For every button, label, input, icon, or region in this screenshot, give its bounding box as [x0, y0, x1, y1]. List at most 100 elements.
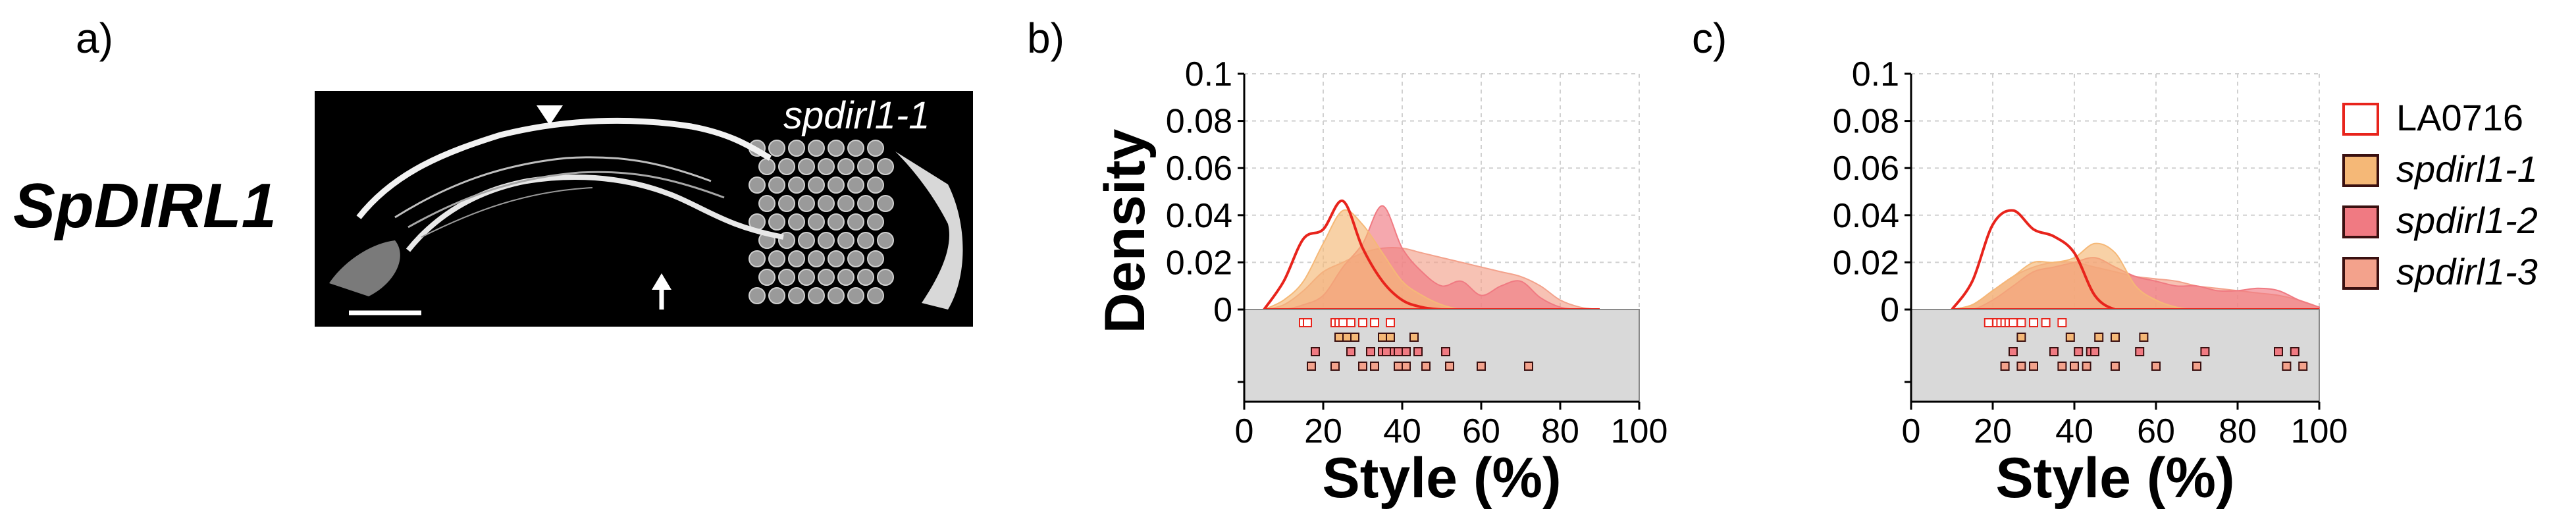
pollen-grain: [867, 250, 884, 267]
style-lower-edge: [406, 174, 784, 252]
pollen-grain: [768, 213, 785, 230]
rug-mark-spdirl1-3: [1370, 362, 1379, 371]
rug-mark-LA0716: [1346, 318, 1355, 327]
pollen-grain: [837, 269, 854, 286]
rug-mark-spdirl1-3: [1394, 362, 1403, 371]
pollen-grain: [768, 140, 785, 157]
y-tick-label: 0.06: [1833, 149, 1899, 188]
x-tick-label: 0: [1235, 412, 1254, 450]
pollen-grain: [798, 269, 815, 286]
pollen-grain: [857, 269, 874, 286]
rug-mark-spdirl1-1: [2139, 333, 2149, 342]
rug-mark-spdirl1-3: [1330, 362, 1340, 371]
y-tick-label: 0.02: [1166, 244, 1232, 282]
pollen-grain: [749, 250, 766, 267]
rug-mark-LA0716: [2057, 318, 2067, 327]
pollen-tube-2: [407, 171, 725, 229]
pollen-grain: [867, 176, 884, 194]
panel-c: c) 0 0.02 0.04 0.06 0.08 0.1 0 20 40 60 80 100 Style…: [1692, 14, 2348, 510]
pollen-grain: [788, 250, 805, 267]
pollen-tube-1: [394, 156, 712, 219]
pollen-grain: [768, 287, 785, 304]
micrograph-genotype-label: spdirl1-1: [783, 94, 930, 137]
x-tick-label: 100: [2291, 412, 2348, 450]
rug-mark-LA0716: [1386, 318, 1395, 327]
y-axis-title: Density: [1093, 129, 1157, 334]
rug-mark-spdirl1-2: [2090, 347, 2099, 356]
rug-mark-spdirl1-3: [1307, 362, 1316, 371]
legend-swatch-LA0716: [2342, 103, 2379, 136]
rug-mark-spdirl1-3: [1524, 362, 1533, 371]
pollen-grain: [818, 158, 835, 175]
rug-mark-spdirl1-2: [1402, 347, 1411, 356]
pollen-grain: [837, 232, 854, 249]
rug-mark-spdirl1-3: [1445, 362, 1454, 371]
rug-background: [1910, 309, 2320, 402]
chart-b: 0 0.02 0.04 0.06 0.08 0.1 0 20 40 60 80 100 Style (%…: [1093, 55, 1668, 510]
bright-fragment: [895, 151, 963, 310]
y-tick-label: 0.08: [1833, 103, 1899, 141]
pollen-grain: [867, 287, 884, 304]
y-tick-label: 0.04: [1166, 197, 1232, 235]
pollen-grain: [818, 195, 835, 212]
rug-mark-LA0716: [2041, 318, 2051, 327]
pollen-grain: [798, 195, 815, 212]
pollen-grain: [877, 158, 894, 175]
pollen-grain: [867, 140, 884, 157]
x-tick-label: 80: [1541, 412, 1579, 450]
rug-mark-spdirl1-1: [2016, 333, 2026, 342]
pollen-grain: [847, 250, 864, 267]
pollen-grain: [828, 287, 845, 304]
rug-mark-spdirl1-2: [1366, 347, 1375, 356]
pollen-grain: [749, 287, 766, 304]
legend-swatch-spdirl1-1: [2342, 154, 2379, 187]
rug-mark-spdirl1-2: [2049, 347, 2059, 356]
rug-mark-LA0716: [2029, 318, 2038, 327]
pollen-grain: [768, 250, 785, 267]
style-upper-edge: [356, 117, 772, 219]
legend-swatch-spdirl1-2: [2342, 205, 2379, 238]
x-tick-label: 60: [1462, 412, 1500, 450]
rug-mark-spdirl1-3: [2282, 362, 2292, 371]
pollen-tube-3: [421, 187, 593, 238]
rug-mark-spdirl1-2: [1394, 347, 1403, 356]
y-tick-label: 0.1: [1185, 55, 1232, 94]
rug-mark-spdirl1-3: [2151, 362, 2161, 371]
rug-mark-spdirl1-3: [2000, 362, 2010, 371]
rug-mark-LA0716: [1358, 318, 1367, 327]
pollen-grain: [847, 140, 864, 157]
pollen-grain: [798, 232, 815, 249]
arrow-marker: [652, 273, 671, 310]
pollen-grain: [788, 140, 805, 157]
rug-mark-spdirl1-1: [1350, 333, 1359, 342]
rug-mark-spdirl1-2: [2274, 347, 2283, 356]
pollen-grain: [847, 176, 864, 194]
panel-b: b) 0 0.02 0.04 0.06 0.08 0.1 0 20 40 60 80 100 Style…: [1027, 14, 1668, 510]
chart-c: 0 0.02 0.04 0.06 0.08 0.1 0 20 40 60 80 100 Style (%…: [1833, 55, 2348, 510]
rug-mark-spdirl1-1: [1334, 333, 1344, 342]
x-tick-label: 60: [2137, 412, 2175, 450]
pollen-grain: [828, 250, 845, 267]
panel-b-label: b): [1027, 14, 1065, 62]
y-tick-label: 0.04: [1833, 197, 1899, 235]
y-tick-label: 0.06: [1166, 149, 1232, 188]
rug-mark-spdirl1-2: [1311, 347, 1320, 356]
pollen-grain: [828, 176, 845, 194]
pollen-grain: [778, 195, 795, 212]
pollen-grain: [768, 176, 785, 194]
rug-mark-spdirl1-2: [1441, 347, 1450, 356]
pollen-grain: [877, 269, 894, 286]
pollen-grain: [758, 158, 775, 175]
y-tick-label: 0.02: [1833, 244, 1899, 282]
panel-a: a) SpDIRL1 spdirl1-1: [13, 14, 973, 327]
legend-item-spdirl1-3: spdirl1-3: [2342, 251, 2538, 292]
x-tick-label: 40: [2055, 412, 2093, 450]
legend-label-spdirl1-2: spdirl1-2: [2396, 200, 2538, 241]
pollen-grain: [808, 213, 825, 230]
y-tick-label: 0: [1880, 291, 1899, 329]
rug-mark-spdirl1-2: [2074, 347, 2084, 356]
y-tick-label: 0.08: [1166, 103, 1232, 141]
legend-label-spdirl1-1: spdirl1-1: [2396, 148, 2538, 190]
rug-mark-spdirl1-2: [2200, 347, 2210, 356]
